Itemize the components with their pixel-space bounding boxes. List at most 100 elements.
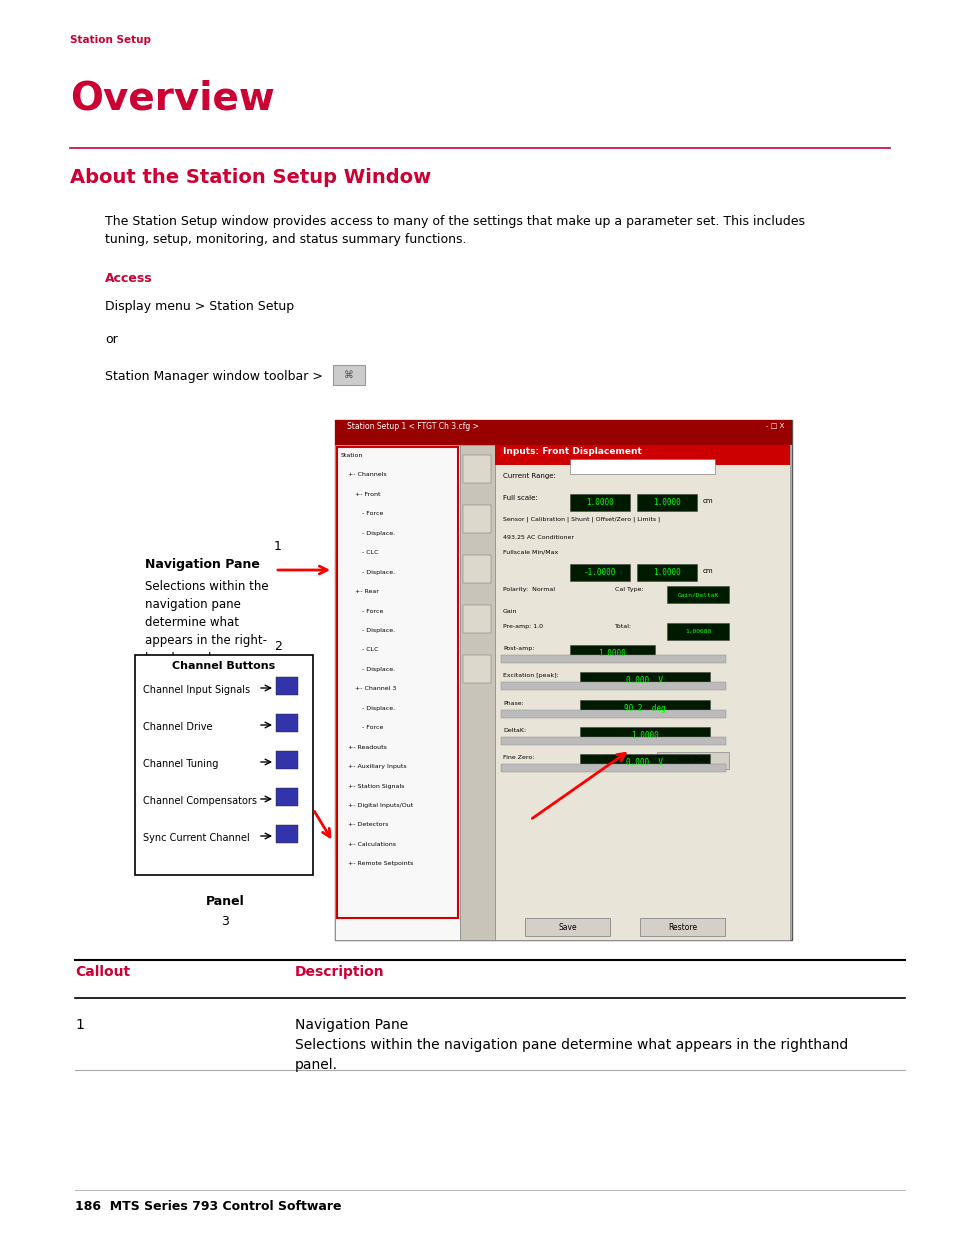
Text: or: or (105, 333, 117, 346)
Text: Display menu > Station Setup: Display menu > Station Setup (105, 300, 294, 312)
Bar (500, 710, 725, 718)
Bar (579, 672, 709, 689)
Text: Cal Type:: Cal Type: (615, 588, 643, 593)
Bar (637, 494, 697, 511)
Text: 1.0000: 1.0000 (631, 731, 659, 740)
Text: - Displace.: - Displace. (361, 705, 395, 711)
Bar (275, 751, 297, 769)
Bar (335, 445, 459, 940)
Text: - Displace.: - Displace. (361, 569, 395, 574)
Text: 1: 1 (274, 540, 282, 553)
Text: Navigation Pane: Navigation Pane (294, 1018, 408, 1032)
Text: Station Setup: Station Setup (70, 35, 151, 44)
Bar (579, 727, 709, 745)
Text: - Force: - Force (361, 609, 383, 614)
Bar (579, 753, 709, 771)
Text: determine what: determine what (145, 616, 239, 629)
Bar (275, 714, 297, 732)
Bar (275, 788, 297, 806)
FancyArrowPatch shape (314, 811, 330, 837)
Bar (637, 564, 697, 582)
Text: Fine Zero:: Fine Zero: (502, 755, 534, 760)
Text: Selections within the: Selections within the (145, 580, 269, 593)
Text: +- Rear: +- Rear (355, 589, 378, 594)
Bar (462, 505, 491, 534)
Text: +- Front: +- Front (355, 492, 380, 496)
Bar (275, 677, 297, 695)
Text: cm: cm (702, 498, 713, 504)
Bar (666, 622, 728, 640)
Bar (569, 459, 714, 474)
Text: hand panel.: hand panel. (145, 652, 214, 664)
Text: Panel: Panel (206, 895, 244, 908)
Bar (569, 645, 655, 662)
Text: Fullscale Min/Max: Fullscale Min/Max (502, 550, 558, 555)
Bar (462, 555, 491, 583)
Bar (336, 447, 457, 918)
Bar (333, 366, 365, 385)
Text: +- Calculations: +- Calculations (348, 842, 395, 847)
Text: Channel Tuning: Channel Tuning (143, 760, 218, 769)
Text: 493.25 AC Conditioner: 493.25 AC Conditioner (502, 535, 574, 540)
Text: - CLC: - CLC (361, 551, 378, 556)
Bar (462, 454, 491, 483)
Text: Navigation Pane: Navigation Pane (145, 558, 259, 571)
Text: Station: Station (340, 453, 363, 458)
Text: Sync Current Channel: Sync Current Channel (143, 832, 250, 844)
Bar (500, 655, 725, 663)
Text: +- Auxiliary Inputs: +- Auxiliary Inputs (348, 764, 406, 769)
Text: 186  MTS Series 793 Control Software: 186 MTS Series 793 Control Software (75, 1200, 341, 1213)
Text: The Station Setup window provides access to many of the settings that make up a : The Station Setup window provides access… (105, 215, 804, 228)
Text: Post-amp:: Post-amp: (502, 646, 534, 651)
Text: - Displace.: - Displace. (361, 629, 395, 634)
Text: Access: Access (105, 272, 152, 285)
Bar (500, 764, 725, 772)
Text: 0.000  V: 0.000 V (626, 677, 662, 685)
Text: DeltaK:: DeltaK: (502, 729, 525, 734)
Text: Excitation [peak]:: Excitation [peak]: (502, 673, 558, 678)
Bar (462, 655, 491, 683)
Text: Auto Zero: Auto Zero (677, 757, 708, 762)
Text: +- Channels: +- Channels (348, 473, 386, 478)
Text: 1: 1 (75, 1018, 84, 1032)
Text: 0.000  V: 0.000 V (626, 757, 662, 767)
Bar (639, 918, 724, 936)
Bar (495, 445, 789, 940)
Bar (335, 420, 791, 940)
Text: 1.0000: 1.0000 (653, 568, 680, 578)
Bar (569, 564, 629, 582)
Text: panel.: panel. (294, 1058, 337, 1072)
Bar (500, 737, 725, 746)
Text: navigation pane: navigation pane (145, 598, 240, 611)
Text: About the Station Setup Window: About the Station Setup Window (70, 168, 431, 186)
Text: Station Setup 1 < FTGT Ch 3.cfg >: Station Setup 1 < FTGT Ch 3.cfg > (347, 422, 478, 431)
Text: Selections within the navigation pane determine what appears in the righthand: Selections within the navigation pane de… (294, 1037, 847, 1052)
Text: - Displace.: - Displace. (361, 667, 395, 672)
Text: ⌘: ⌘ (344, 370, 354, 380)
Text: +- Readouts: +- Readouts (348, 745, 387, 750)
Bar (462, 605, 491, 634)
Text: Description: Description (294, 965, 384, 979)
Text: Gain/DeltaK: Gain/DeltaK (677, 593, 718, 598)
Bar (500, 683, 725, 690)
Bar (666, 587, 728, 604)
Text: -1.0000: -1.0000 (583, 568, 616, 578)
Text: Phase:: Phase: (502, 700, 523, 705)
Bar (495, 445, 789, 466)
Text: Current Range:: Current Range: (502, 473, 556, 479)
Text: Station Manager window toolbar >: Station Manager window toolbar > (105, 370, 322, 383)
Text: Channel Compensators: Channel Compensators (143, 797, 256, 806)
Text: appears in the right-: appears in the right- (145, 634, 267, 647)
Text: Polarity:  Normal: Polarity: Normal (502, 588, 555, 593)
Text: +- Station Signals: +- Station Signals (348, 783, 404, 789)
Text: - CLC: - CLC (361, 647, 378, 652)
Bar (579, 700, 709, 716)
Text: +- Detectors: +- Detectors (348, 823, 388, 827)
FancyArrowPatch shape (532, 753, 624, 819)
Text: +- Remote Setpoints: +- Remote Setpoints (348, 861, 413, 867)
Bar (275, 825, 297, 844)
Text: Pre-amp: 1.0: Pre-amp: 1.0 (502, 624, 542, 629)
Text: Save: Save (558, 923, 577, 931)
Text: Callout: Callout (75, 965, 130, 979)
Text: Full scale:: Full scale: (502, 495, 537, 501)
